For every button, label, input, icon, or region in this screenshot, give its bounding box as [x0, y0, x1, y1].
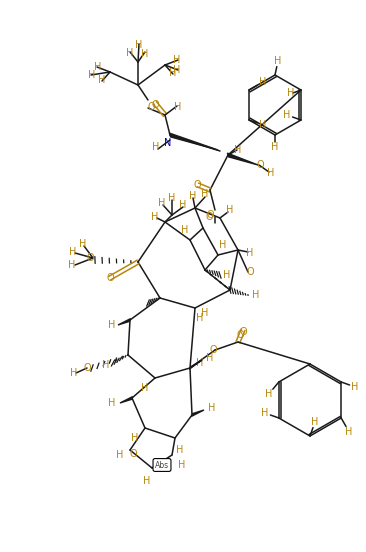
Text: O: O	[206, 210, 214, 220]
Text: H: H	[169, 68, 177, 78]
Text: H: H	[265, 389, 273, 399]
Text: H: H	[351, 382, 359, 392]
Text: H: H	[259, 77, 267, 87]
Text: H: H	[151, 212, 159, 222]
Text: H: H	[208, 403, 216, 413]
Text: H: H	[219, 240, 227, 250]
Text: H: H	[108, 398, 116, 408]
Text: H: H	[173, 65, 181, 75]
Text: H: H	[131, 433, 139, 443]
Text: Abs: Abs	[155, 460, 169, 470]
Text: H: H	[226, 205, 234, 215]
Text: H: H	[69, 247, 77, 257]
Text: O: O	[83, 363, 91, 373]
Polygon shape	[118, 319, 131, 325]
Text: O: O	[205, 212, 213, 222]
Text: O: O	[151, 100, 159, 110]
Text: H: H	[274, 56, 282, 66]
Text: H: H	[189, 191, 197, 201]
Text: H: H	[173, 55, 181, 65]
Text: H: H	[196, 313, 204, 323]
Polygon shape	[191, 410, 204, 416]
Text: H: H	[141, 383, 149, 393]
Text: N: N	[164, 138, 172, 148]
Text: O: O	[106, 273, 114, 283]
Text: H: H	[196, 358, 204, 368]
Text: H: H	[152, 142, 160, 152]
Text: O: O	[147, 102, 155, 112]
Polygon shape	[169, 133, 218, 150]
Text: H: H	[88, 70, 96, 80]
Text: H: H	[174, 102, 182, 112]
Text: H: H	[141, 49, 149, 59]
Text: O: O	[239, 327, 247, 337]
Text: O: O	[246, 267, 254, 277]
Text: H: H	[68, 260, 76, 270]
Text: H: H	[201, 189, 209, 199]
Text: O: O	[86, 253, 94, 263]
Text: H: H	[70, 368, 78, 378]
Text: O: O	[209, 345, 217, 355]
Text: O: O	[129, 449, 137, 459]
Text: H: H	[267, 168, 275, 178]
Text: H: H	[234, 145, 242, 155]
Text: H: H	[135, 40, 143, 50]
Text: H: H	[287, 88, 295, 98]
Text: H: H	[108, 320, 116, 330]
Text: H: H	[98, 75, 106, 85]
Text: H: H	[178, 460, 186, 470]
Text: H: H	[246, 248, 254, 258]
Text: H: H	[102, 360, 110, 370]
Text: H: H	[346, 427, 353, 437]
Text: O: O	[236, 330, 244, 340]
Text: H: H	[259, 120, 267, 130]
Text: H: H	[311, 417, 319, 427]
Text: H: H	[94, 62, 102, 72]
Text: H: H	[176, 445, 184, 455]
Text: H: H	[126, 48, 134, 58]
Text: H: H	[158, 198, 166, 208]
Text: H: H	[271, 142, 279, 152]
Text: H: H	[201, 308, 209, 318]
Polygon shape	[120, 397, 132, 403]
Text: H: H	[261, 408, 269, 418]
Text: H: H	[206, 353, 214, 363]
Text: H: H	[79, 239, 87, 249]
Text: H: H	[223, 270, 231, 280]
Text: H: H	[116, 450, 124, 460]
Text: H: H	[252, 290, 260, 300]
Text: O: O	[193, 180, 201, 190]
Text: H: H	[283, 110, 291, 120]
Polygon shape	[227, 153, 258, 165]
Text: O: O	[256, 160, 264, 170]
Text: H: H	[168, 193, 176, 203]
Text: H: H	[181, 225, 189, 235]
Text: H: H	[179, 200, 187, 210]
Polygon shape	[189, 360, 202, 369]
Text: H: H	[143, 476, 151, 486]
